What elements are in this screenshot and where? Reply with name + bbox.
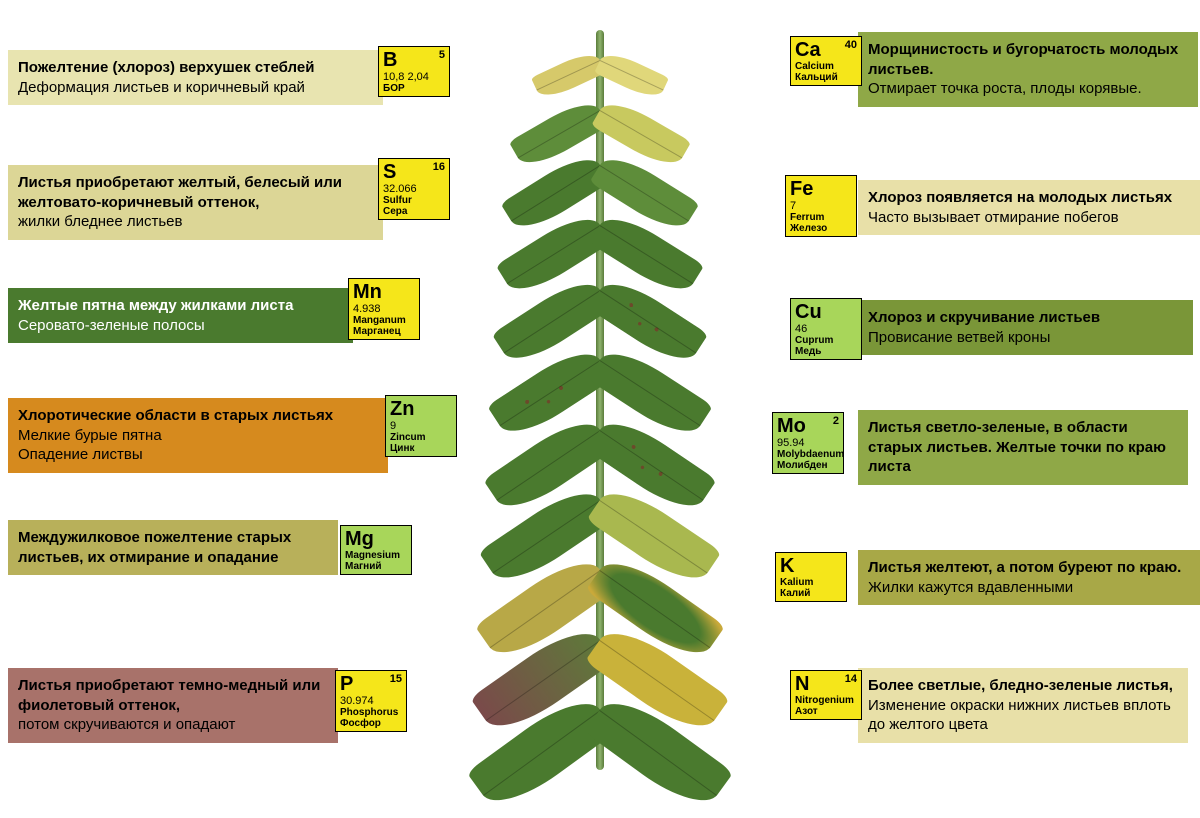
deficiency-description: Пожелтение (хлороз) верхушек стеблейДефо… [8,50,383,105]
element-mass: 30.974 [340,695,402,707]
element-number: 40 [845,39,857,51]
element-mass: 46 [795,323,857,335]
element-mass: 4.938 [353,303,415,315]
element-name-ru: Кальций [795,72,857,83]
element-name-ru: Азот [795,706,857,717]
element-name-latin: Phosphorus [340,707,402,718]
symptom-title: Пожелтение (хлороз) верхушек стеблей [18,58,373,78]
element-tile-B: 5B10,8 2,04БОР [378,46,450,97]
element-name-ru: Медь [795,346,857,357]
deficiency-description: Листья приобретают темно-медный или фиол… [8,668,338,743]
symptom-title: Междужилковое пожелтение старых листьев,… [18,528,328,567]
element-mass: 7 [790,200,852,212]
symptom-title: Хлороз и скручивание листьев [868,308,1183,328]
symptom-detail: Отмирает точка роста, плоды корявые. [868,79,1188,99]
element-symbol: Zn [390,398,452,420]
element-symbol: Cu [795,301,857,323]
element-tile-Ca: 40CaCalciumКальций [790,36,862,86]
element-number: 14 [845,673,857,685]
element-number: 15 [390,673,402,685]
element-mass: 32.066 [383,183,445,195]
element-name-ru: БОР [383,83,445,94]
element-name-latin: Molybdaenum [777,449,839,460]
element-tile-Mo: 2Mo95.94MolybdaenumМолибден [772,412,844,474]
deficiency-description: Междужилковое пожелтение старых листьев,… [8,520,338,575]
element-name-latin: Zincum [390,432,452,443]
element-name-latin: Sulfur [383,195,445,206]
symptom-title: Более светлые, бледно-зеленые листья, [868,676,1178,696]
symptom-detail: Деформация листьев и коричневый край [18,78,373,98]
symptom-detail: Жилки кажутся вдавленными [868,578,1200,598]
symptom-title: Хлороз появляется на молодых листьях [868,188,1198,208]
element-name-ru: Калий [780,588,842,599]
element-name-latin: Calcium [795,61,857,72]
element-name-ru: Марганец [353,326,415,337]
element-symbol: Mo [777,415,839,437]
element-tile-S: 16S32.066SulfurСера [378,158,450,220]
element-mass: 9 [390,420,452,432]
deficiency-description: Желтые пятна между жилками листаСеровато… [8,288,353,343]
element-name-ru: Фосфор [340,718,402,729]
deficiency-description: Хлороз и скручивание листьевПровисание в… [858,300,1193,355]
element-name-ru: Сера [383,206,445,217]
symptom-detail: Серовато-зеленые полосы [18,316,343,336]
deficiency-description: Более светлые, бледно-зеленые листья,Изм… [858,668,1188,743]
symptom-detail: Опадение листвы [18,445,378,465]
element-tile-Fe: Fe7FerrumЖелезо [785,175,857,237]
element-tile-Zn: Zn9ZincumЦинк [385,395,457,457]
element-name-latin: Ferrum [790,212,852,223]
element-name-latin: Cuprum [795,335,857,346]
plant-illustration [400,0,800,800]
symptom-detail: потом скручиваются и опадают [18,715,328,735]
element-tile-N: 14NNitrogeniumАзот [790,670,862,720]
symptom-title: Желтые пятна между жилками листа [18,296,343,316]
element-symbol: Mn [353,281,415,303]
element-tile-Cu: Cu46CuprumМедь [790,298,862,360]
element-tile-Mn: Mn4.938ManganumМарганец [348,278,420,340]
symptom-detail: Часто вызывает отмирание побегов [868,208,1198,228]
element-number: 2 [833,415,839,427]
element-symbol: K [780,555,842,577]
element-name-ru: Молибден [777,460,839,471]
deficiency-description: Хлоротические области в старых листьяхМе… [8,398,388,473]
symptom-detail: жилки бледнее листьев [18,212,373,232]
element-name-latin: Magnesium [345,550,407,561]
deficiency-description: Хлороз появляется на молодых листьяхЧаст… [858,180,1200,235]
symptom-detail: Мелкие бурые пятна [18,426,378,446]
symptom-detail: Провисание ветвей кроны [868,328,1183,348]
element-tile-K: KKaliumКалий [775,552,847,602]
leaf-0 [531,48,606,102]
element-number: 5 [439,49,445,61]
deficiency-description: Листья желтеют, а потом буреют по краю.Ж… [858,550,1200,605]
element-symbol: Mg [345,528,407,550]
element-name-ru: Цинк [390,443,452,454]
element-tile-Mg: MgMagnesiumМагний [340,525,412,575]
element-name-latin: Kalium [780,577,842,588]
symptom-title: Морщинистость и бугорчатость молодых лис… [868,40,1188,79]
symptom-title: Листья приобретают желтый, белесый или ж… [18,173,373,212]
symptom-title: Листья желтеют, а потом буреют по краю. [868,558,1200,578]
symptom-title: Хлоротические области в старых листьях [18,406,378,426]
deficiency-description: Морщинистость и бугорчатость молодых лис… [858,32,1198,107]
symptom-title: Листья светло-зеленые, в области старых … [868,418,1178,477]
element-name-ru: Железо [790,223,852,234]
element-mass: 10,8 2,04 [383,71,445,83]
element-name-latin: Manganum [353,315,415,326]
element-name-latin: Nitrogenium [795,695,857,706]
element-name-ru: Магний [345,561,407,572]
deficiency-description: Листья светло-зеленые, в области старых … [858,410,1188,485]
element-symbol: Fe [790,178,852,200]
element-symbol: B [383,49,445,71]
element-tile-P: 15P30.974PhosphorusФосфор [335,670,407,732]
symptom-detail: Изменение окраски нижних листьев вплоть … [868,696,1178,735]
element-number: 16 [433,161,445,173]
symptom-title: Листья приобретают темно-медный или фиол… [18,676,328,715]
leaf-1 [594,48,669,102]
element-mass: 95.94 [777,437,839,449]
deficiency-description: Листья приобретают желтый, белесый или ж… [8,165,383,240]
